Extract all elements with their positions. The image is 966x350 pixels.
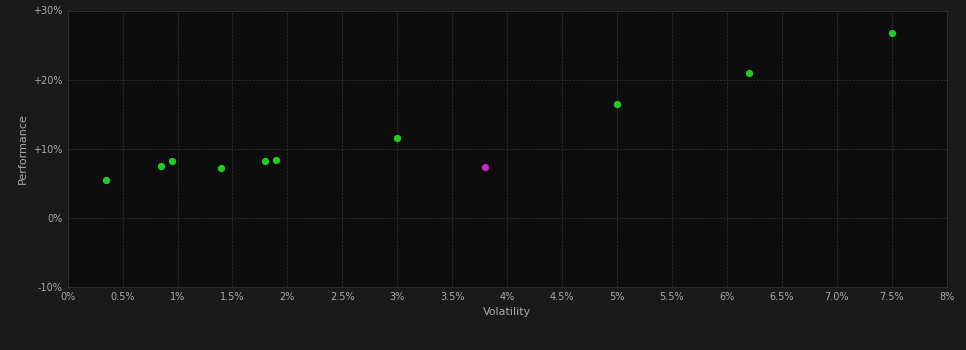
Point: [269, 157, 284, 163]
Point: [884, 30, 899, 35]
Point: [164, 159, 180, 164]
Y-axis label: Performance: Performance: [17, 113, 28, 184]
Point: [389, 135, 405, 141]
Point: [154, 163, 169, 169]
Point: [99, 177, 114, 183]
Point: [477, 164, 493, 170]
X-axis label: Volatility: Volatility: [483, 307, 531, 317]
Point: [610, 101, 625, 107]
Point: [741, 70, 756, 76]
Point: [213, 165, 229, 171]
Point: [258, 158, 273, 163]
